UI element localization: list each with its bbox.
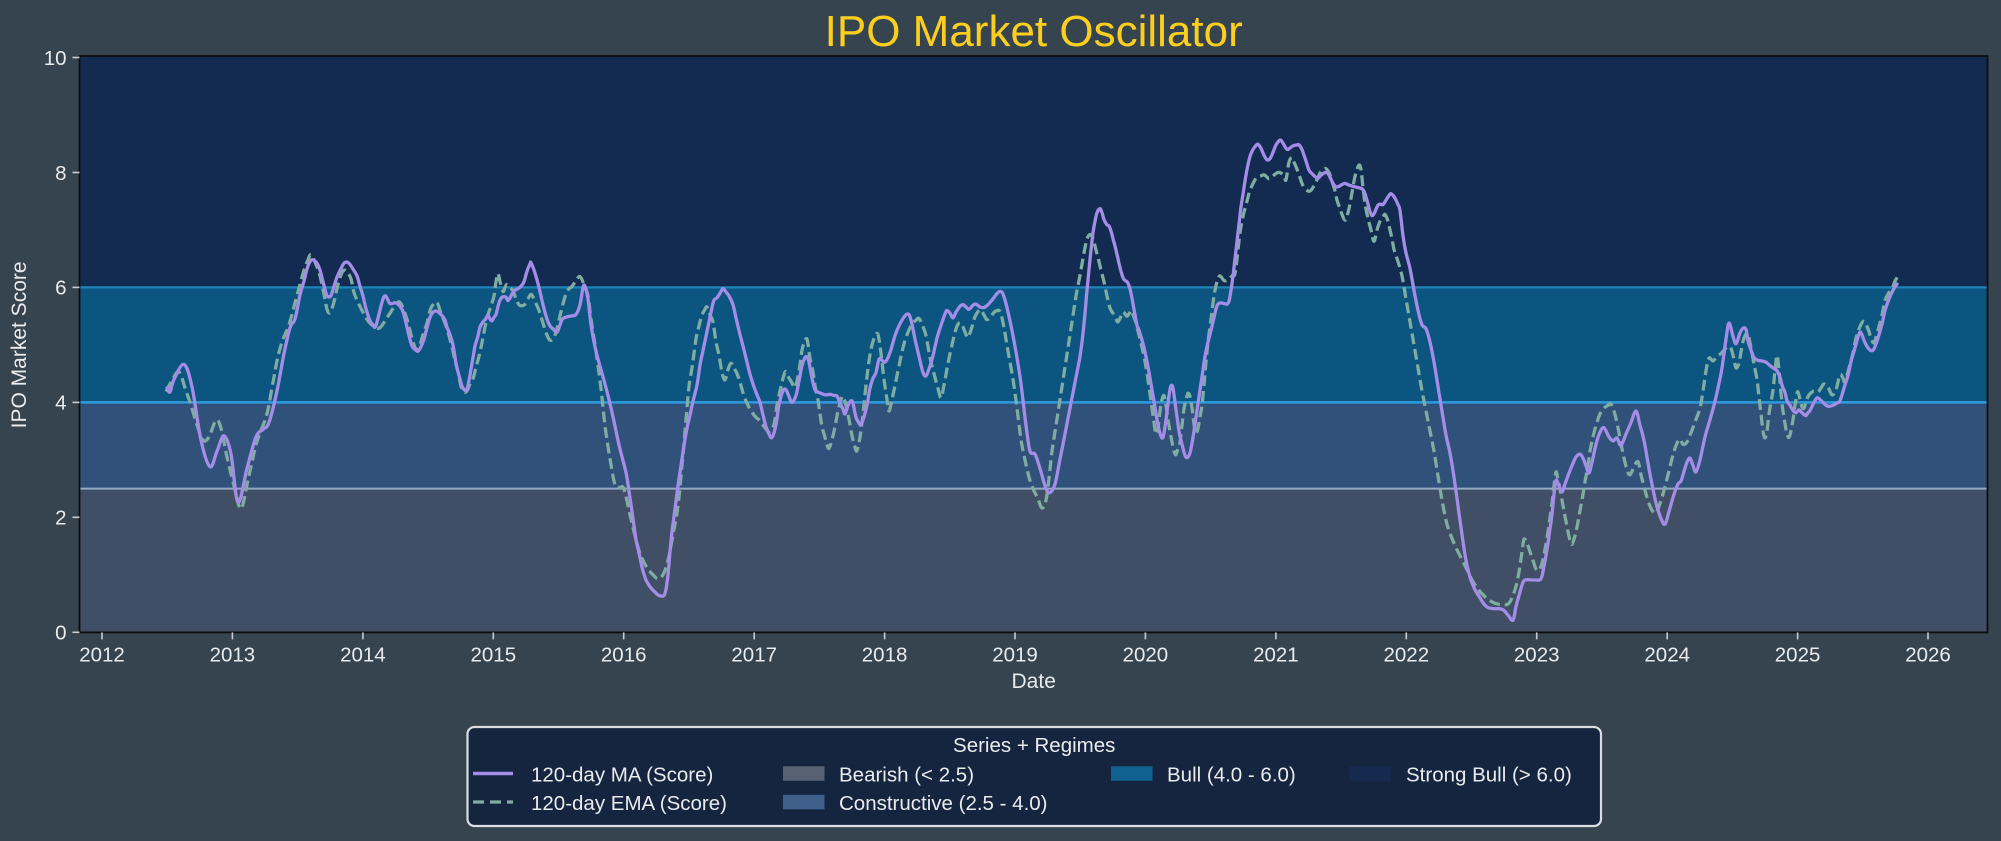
svg-text:2024: 2024 <box>1644 643 1690 666</box>
svg-text:IPO Market Oscillator: IPO Market Oscillator <box>825 7 1243 56</box>
svg-text:2015: 2015 <box>470 643 516 666</box>
svg-text:2018: 2018 <box>862 643 908 666</box>
svg-text:Constructive (2.5 - 4.0): Constructive (2.5 - 4.0) <box>839 792 1048 815</box>
svg-text:2019: 2019 <box>992 643 1038 666</box>
svg-text:Bull (4.0 - 6.0): Bull (4.0 - 6.0) <box>1167 764 1296 787</box>
svg-text:4: 4 <box>55 392 66 415</box>
svg-text:10: 10 <box>44 47 67 70</box>
svg-text:Date: Date <box>1012 670 1056 693</box>
svg-text:2020: 2020 <box>1123 643 1169 666</box>
svg-text:2022: 2022 <box>1383 643 1429 666</box>
svg-text:IPO Market Score: IPO Market Score <box>8 261 31 428</box>
svg-text:2014: 2014 <box>340 643 386 666</box>
svg-text:2016: 2016 <box>601 643 647 666</box>
svg-text:Bearish (< 2.5): Bearish (< 2.5) <box>839 764 974 787</box>
svg-text:Series + Regimes: Series + Regimes <box>953 734 1115 757</box>
svg-text:2012: 2012 <box>79 643 125 666</box>
svg-text:2021: 2021 <box>1253 643 1299 666</box>
svg-text:6: 6 <box>55 277 66 300</box>
svg-text:2023: 2023 <box>1514 643 1560 666</box>
svg-text:2: 2 <box>55 507 66 530</box>
svg-text:2013: 2013 <box>210 643 256 666</box>
svg-text:0: 0 <box>55 622 66 645</box>
svg-text:Strong Bull (> 6.0): Strong Bull (> 6.0) <box>1406 764 1572 787</box>
svg-text:120-day MA (Score): 120-day MA (Score) <box>531 764 713 787</box>
svg-text:2017: 2017 <box>731 643 777 666</box>
svg-text:2026: 2026 <box>1905 643 1951 666</box>
svg-text:2025: 2025 <box>1775 643 1821 666</box>
svg-text:120-day EMA (Score): 120-day EMA (Score) <box>531 792 727 815</box>
svg-text:8: 8 <box>55 162 66 185</box>
